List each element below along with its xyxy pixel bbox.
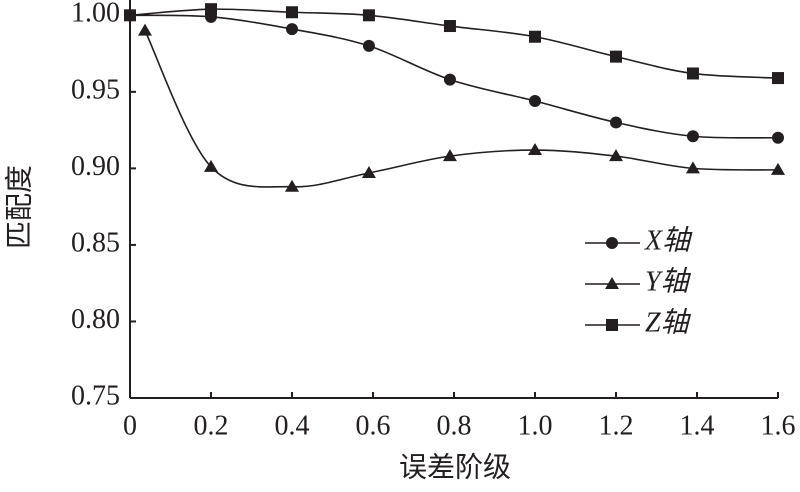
x-tick-label: 0.6 [356,410,391,441]
y-tick-label: 0.95 [71,74,120,105]
marker [771,162,785,175]
marker [606,237,618,249]
x-tick-label: 0.2 [194,410,229,441]
series-line [144,30,779,188]
marker [204,159,218,172]
marker [772,72,784,85]
y-axis-label: 匹配度 [3,165,35,249]
marker [528,143,542,156]
marker [610,50,622,63]
legend-label: Y轴 [645,266,692,297]
marker [443,73,456,86]
marker [772,131,784,144]
marker [137,23,152,36]
x-tick-label: 1.2 [599,410,634,441]
y-tick-label: 0.85 [71,227,120,258]
x-axis-label: 误差阶级 [399,451,511,483]
marker [362,9,375,22]
y-tick-label: 0.80 [71,304,120,335]
y-tick-label: 1.00 [71,0,120,29]
marker [605,277,619,289]
marker [285,179,299,192]
x-tick-label: 0 [123,410,137,441]
marker [361,165,376,178]
x-tick-label: 1.6 [761,410,796,441]
y-tick-label: 0.90 [71,151,120,182]
marker [205,3,217,16]
x-tick-label: 0.4 [275,410,310,441]
marker [286,23,298,36]
legend-label: Z轴 [645,307,692,338]
x-tick-label: 0.8 [437,410,472,441]
marker [685,161,700,174]
marker [442,149,457,162]
marker [443,20,456,33]
legend-label: X轴 [644,225,693,256]
marker [606,319,618,331]
series-line [129,8,779,79]
y-tick-label: 0.75 [71,380,120,411]
marker [686,67,699,80]
marker [286,6,298,19]
marker [686,130,699,143]
marker [610,116,622,129]
x-tick-label: 1.4 [680,410,715,441]
marker [529,30,541,43]
marker [362,39,375,52]
x-tick-label: 1.0 [518,410,553,441]
marker [529,95,541,108]
marker [609,149,623,162]
marker [124,9,136,22]
